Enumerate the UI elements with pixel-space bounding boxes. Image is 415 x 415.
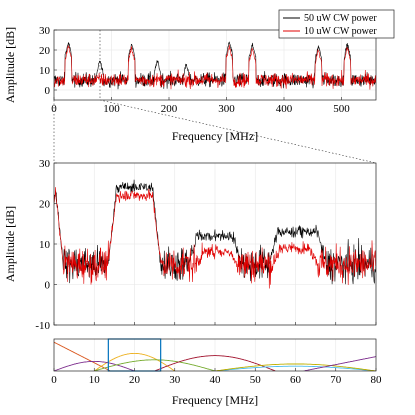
bot-xtick-label: 70 xyxy=(330,374,342,386)
bot-xtick-label: 30 xyxy=(169,374,181,386)
middle-panel: -10 0 10 20 30 Amplitude [dB] xyxy=(3,158,377,332)
middle-series xyxy=(54,179,376,289)
mid-ytick-label: 10 xyxy=(39,239,51,251)
middle-y-axis-label: Amplitude [dB] xyxy=(3,206,17,282)
top-xtick-label: 300 xyxy=(218,103,235,115)
bottom-panel: 0 10 20 30 40 50 60 70 80 Frequency [MHz] xyxy=(51,338,382,407)
top-ytick-label: 0 xyxy=(45,85,51,97)
bot-xtick-label: 60 xyxy=(290,374,302,386)
top-series-line-1 xyxy=(54,44,376,90)
mid-ytick-label: 0 xyxy=(45,280,51,292)
zoom-connector-right xyxy=(99,99,377,164)
bot-xtick-label: 10 xyxy=(89,374,101,386)
window-curve-6 xyxy=(214,363,376,371)
window-curve-7 xyxy=(303,356,376,371)
legend-label-50uw: 50 uW CW power xyxy=(304,13,377,24)
mid-ytick-label: -10 xyxy=(35,320,50,332)
bot-xtick-label: 40 xyxy=(210,374,222,386)
top-xtick-label: 400 xyxy=(276,103,293,115)
bottom-series xyxy=(54,341,376,371)
middle-series-line-1 xyxy=(54,187,376,289)
window-curve-5 xyxy=(214,365,376,371)
bot-xtick-label: 0 xyxy=(51,374,57,386)
window-curve-3 xyxy=(94,359,216,371)
top-ticks: 0 100 200 300 400 500 0 10 20 30 xyxy=(39,25,350,115)
top-ytick-label: 30 xyxy=(39,25,51,37)
legend-box xyxy=(278,9,395,39)
legend-label-10uw: 10 uW CW power xyxy=(304,26,377,37)
window-curve-2 xyxy=(54,360,135,371)
top-panel: 0 100 200 300 400 500 0 10 20 30 Amplitude [dB] F… xyxy=(3,9,395,143)
bot-xtick-label: 50 xyxy=(250,374,262,386)
top-x-axis-label: Frequency [MHz] xyxy=(172,129,258,143)
middle-ticks: -10 0 10 20 30 xyxy=(35,158,377,332)
bottom-ticks: 0 10 20 30 40 50 60 70 80 xyxy=(51,368,382,386)
mid-ytick-label: 30 xyxy=(39,158,51,170)
top-xtick-label: 100 xyxy=(103,103,120,115)
top-ytick-label: 20 xyxy=(39,45,51,57)
top-xtick-label: 200 xyxy=(161,103,178,115)
top-y-axis-label: Amplitude [dB] xyxy=(3,27,17,103)
top-axes-box xyxy=(53,29,377,101)
mid-ytick-label: 20 xyxy=(39,199,51,211)
legend: 50 uW CW power 10 uW CW power xyxy=(278,9,395,39)
window-curve-1 xyxy=(94,352,176,371)
top-plot-area xyxy=(54,30,376,100)
top-series xyxy=(54,41,376,90)
bot-xtick-label: 20 xyxy=(129,374,141,386)
top-xtick-label: 0 xyxy=(51,103,57,115)
bottom-x-axis-label: Frequency [MHz] xyxy=(172,393,258,407)
top-ytick-label: 10 xyxy=(39,65,51,77)
window-curve-4 xyxy=(154,355,276,371)
bot-xtick-label: 80 xyxy=(371,374,383,386)
top-xtick-label: 500 xyxy=(333,103,350,115)
